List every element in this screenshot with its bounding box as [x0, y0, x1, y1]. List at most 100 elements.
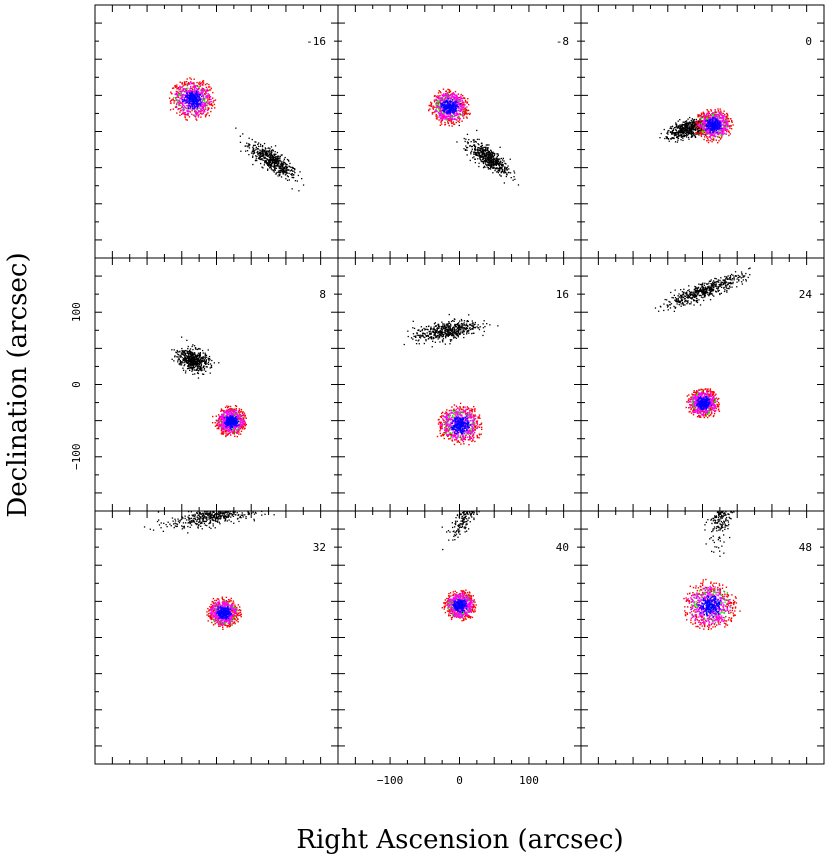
companion-point [255, 157, 257, 159]
blue-point [453, 111, 455, 114]
red-point [440, 92, 442, 94]
companion-point [679, 119, 681, 121]
red-point [701, 116, 703, 119]
red-point [184, 84, 186, 86]
companion-point [670, 138, 672, 140]
companion-point [700, 130, 702, 132]
red-point [243, 412, 246, 414]
companion-point [258, 142, 260, 144]
magenta-point [187, 112, 189, 115]
green-point [180, 93, 182, 95]
companion-point [683, 121, 685, 123]
companion-point [490, 164, 492, 166]
companion-point [675, 134, 677, 137]
companion-point [279, 164, 281, 166]
companion-point [464, 149, 466, 151]
companion-point [692, 119, 694, 121]
companion-point [283, 168, 285, 170]
blue-point [452, 102, 454, 105]
red-point [218, 416, 221, 418]
companion-point [262, 151, 264, 153]
companion-point [683, 135, 686, 138]
companion-point [469, 145, 471, 147]
blue-point [195, 105, 198, 107]
companion-point [677, 132, 679, 134]
companion-point [671, 132, 674, 134]
companion-point [258, 145, 260, 148]
magenta-point [720, 129, 722, 131]
magenta-point [435, 110, 437, 113]
red-point [462, 103, 464, 106]
companion-point [496, 167, 498, 169]
red-point [177, 96, 180, 98]
magenta-point [187, 110, 189, 113]
companion-point [474, 158, 476, 160]
companion-point [185, 359, 187, 361]
companion-point [681, 125, 683, 128]
magenta-point [719, 131, 721, 134]
red-point [467, 109, 470, 112]
magenta-point [706, 132, 709, 134]
blue-point [718, 124, 720, 126]
companion-point [680, 132, 682, 134]
companion-point [189, 366, 192, 369]
magenta-point [180, 97, 183, 100]
companion-point [501, 166, 503, 168]
companion-point [185, 370, 187, 372]
red-point [710, 109, 712, 111]
blue-point [197, 96, 199, 98]
red-point [701, 132, 703, 134]
disk-particles [168, 77, 217, 121]
companion-point [288, 169, 290, 171]
magenta-point [720, 121, 722, 124]
companion-point [287, 169, 289, 171]
magenta-point [447, 99, 449, 101]
companion-point [197, 377, 200, 379]
magenta-point [177, 101, 180, 104]
blue-point [716, 131, 718, 133]
red-point [433, 95, 436, 97]
blue-point [446, 112, 449, 114]
blue-point [451, 109, 454, 111]
companion-point [290, 166, 292, 169]
magenta-point [197, 85, 199, 88]
companion-point [496, 171, 498, 173]
red-point [193, 83, 195, 85]
companion-point [498, 158, 500, 160]
magenta-point [701, 126, 703, 128]
magenta-point [719, 117, 722, 119]
green-point [198, 86, 200, 88]
companion-point [684, 130, 686, 132]
companion-point [192, 365, 194, 367]
companion-point [683, 129, 686, 131]
blue-point [719, 127, 721, 129]
red-point [175, 86, 177, 88]
red-point [702, 113, 704, 115]
blue-point [456, 104, 458, 106]
red-point [172, 98, 174, 101]
green-point [195, 108, 198, 110]
blue-point [713, 129, 716, 131]
red-point [215, 419, 218, 421]
blue-point [442, 101, 445, 103]
blue-point [449, 100, 451, 102]
magenta-point [699, 119, 701, 122]
companion-point [189, 362, 191, 364]
blue-point [448, 110, 450, 112]
companion-point [195, 362, 197, 364]
companion-point [202, 349, 204, 352]
companion-point [271, 160, 273, 162]
magenta-point [706, 129, 708, 132]
red-point [177, 87, 180, 89]
red-point [721, 136, 723, 138]
red-point [220, 418, 222, 421]
red-point [441, 120, 443, 122]
companion-point [186, 350, 188, 352]
magenta-point [450, 94, 453, 96]
companion-point [266, 151, 268, 153]
companion-point [278, 171, 281, 174]
green-point [232, 408, 234, 410]
companion-point [261, 152, 264, 154]
companion-point [683, 131, 685, 133]
magenta-point [194, 107, 197, 109]
